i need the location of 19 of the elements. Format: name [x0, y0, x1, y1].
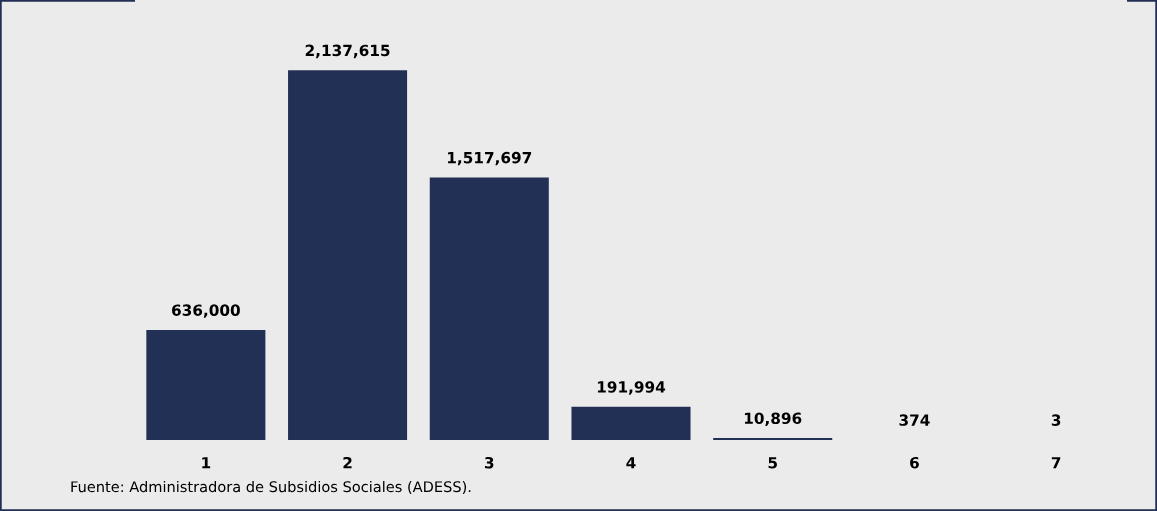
x-tick-label: 5: [768, 457, 777, 469]
bar: [288, 70, 408, 440]
bar: [571, 406, 691, 440]
data-label: 374: [899, 414, 930, 426]
x-tick-label: 3: [484, 456, 494, 469]
source-note: Fuente: Administradora de Subsidios Sociales (ADESS).: [71, 480, 471, 494]
data-label: 191,994: [597, 381, 666, 395]
data-label: 10,896: [744, 412, 802, 426]
data-label: 2,137,615: [305, 44, 390, 59]
data-label: 1,517,697: [448, 151, 532, 166]
x-tick-label: 6: [910, 456, 919, 469]
x-tick-label: 4: [626, 457, 636, 469]
x-tick-label: 2: [343, 456, 352, 469]
bar: [429, 177, 549, 440]
data-label: 3: [1051, 414, 1061, 426]
x-tick-label: 7: [1051, 457, 1061, 469]
bar: [146, 329, 266, 440]
data-label: 636,000: [172, 304, 240, 318]
x-tick-label: 1: [202, 457, 211, 469]
